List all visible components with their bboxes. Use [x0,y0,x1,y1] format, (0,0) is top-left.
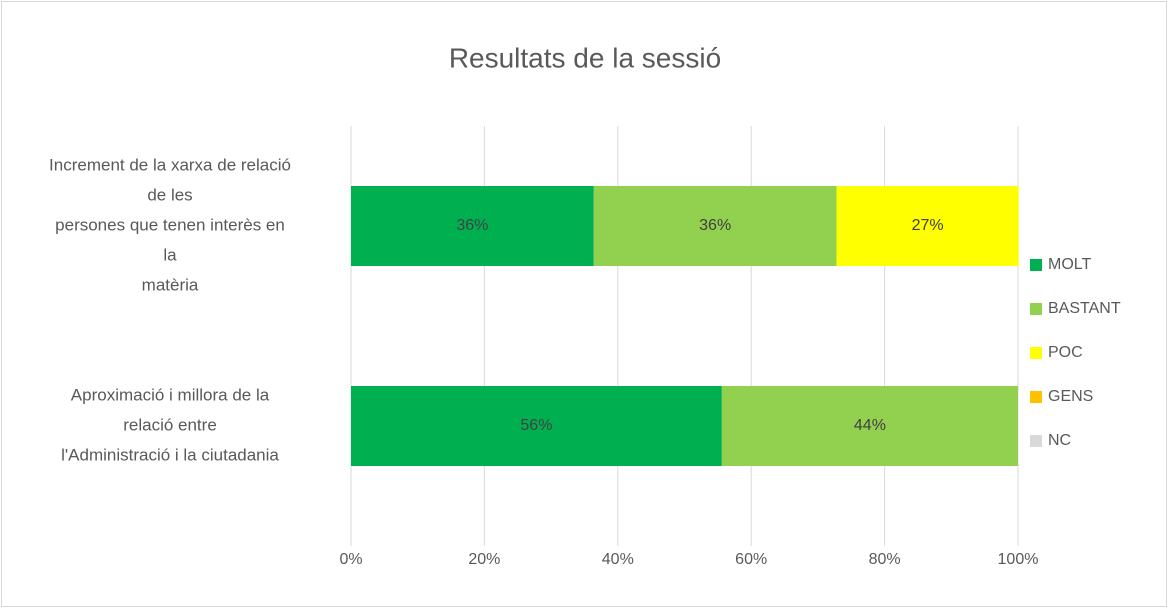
y-tick-label: la [163,245,177,264]
y-tick-label: persones que tenen interès en [55,215,285,234]
legend-swatch [1030,303,1042,315]
x-tick-label: 60% [735,551,767,568]
bar-segment [721,386,1018,466]
x-tick-label: 80% [869,551,901,568]
y-tick-label: Aproximació i millora de la [71,385,270,404]
chart-title: Resultats de la sessió [449,42,721,73]
data-label: 56% [520,417,552,434]
bar-segment [593,186,837,266]
x-tick-label: 0% [339,551,362,568]
legend-swatch [1030,435,1042,447]
legend-swatch [1030,347,1042,359]
bar-segment [836,186,1019,266]
legend-label: POC [1048,344,1083,361]
bar-segment [351,386,722,466]
legend-swatch [1030,391,1042,403]
legend-swatch [1030,259,1042,271]
y-tick-label: de les [147,185,192,204]
data-label: 27% [912,217,944,234]
x-tick-label: 20% [468,551,500,568]
data-label: 36% [699,217,731,234]
y-tick-label: l'Administració i la ciutadania [61,445,279,464]
bar-segment [351,186,594,266]
legend-label: GENS [1048,388,1093,405]
y-tick-label: Increment de la xarxa de relació [49,155,291,174]
data-label: 44% [854,417,886,434]
x-tick-label: 100% [998,551,1039,568]
data-label: 36% [456,217,488,234]
legend-label: NC [1048,432,1071,449]
legend-label: BASTANT [1048,300,1121,317]
legend-label: MOLT [1048,256,1091,273]
y-tick-label: relació entre [123,415,217,434]
y-tick-label: matèria [142,275,199,294]
x-tick-label: 40% [602,551,634,568]
